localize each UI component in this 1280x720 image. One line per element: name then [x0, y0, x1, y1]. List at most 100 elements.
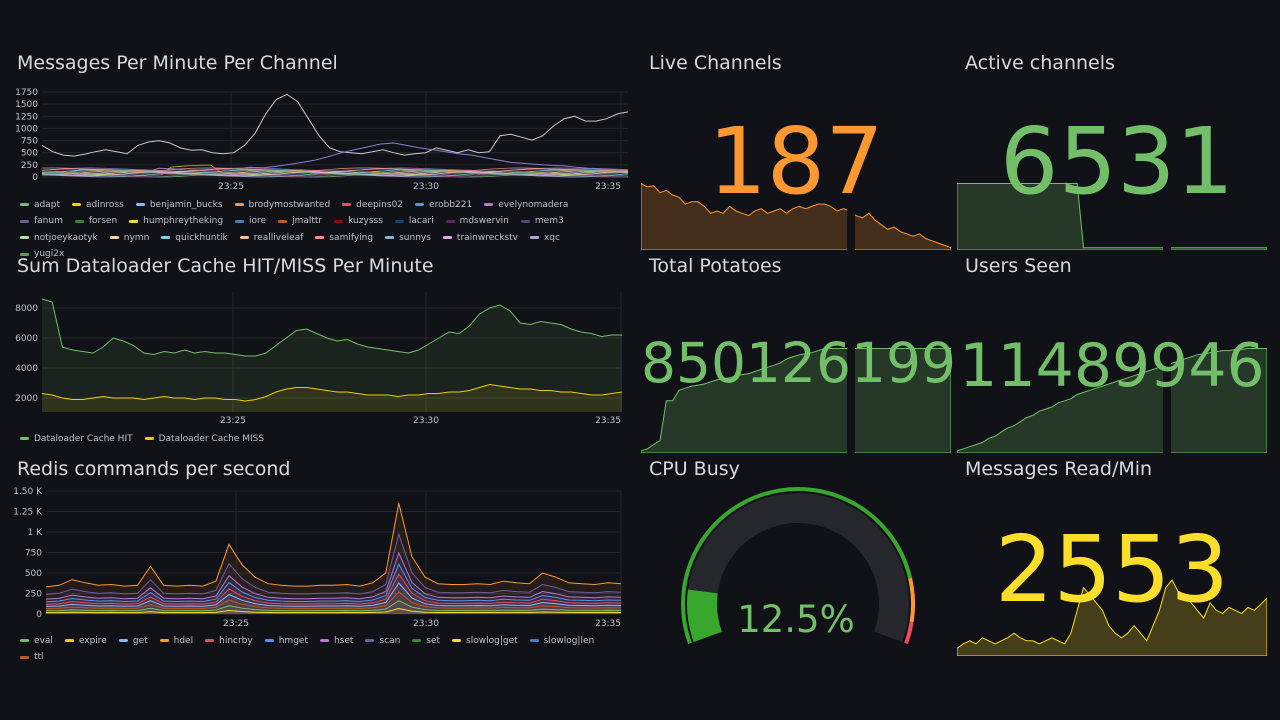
legend-item[interactable]: deepins02: [342, 197, 403, 213]
legend-item[interactable]: lacari: [394, 213, 434, 229]
series-line: [41, 93, 629, 157]
x-tick-label: 23:25: [220, 416, 246, 426]
legend-item[interactable]: iore: [235, 213, 266, 229]
messages-read-sparkline: [957, 579, 1267, 656]
legend-item[interactable]: benjamin_bucks: [135, 197, 223, 213]
legend-swatch: [118, 639, 128, 642]
legend-item[interactable]: slowlog|len: [529, 633, 594, 649]
legend-swatch: [144, 437, 154, 440]
legend-label: get: [132, 635, 148, 646]
series-line: [45, 591, 622, 610]
legend-item[interactable]: erobb221: [415, 197, 472, 213]
legend-item[interactable]: mdswervin: [445, 213, 509, 229]
total-potatoes-sparkline: [641, 343, 951, 453]
legend-label: sunnys: [399, 232, 431, 243]
legend-item[interactable]: Dataloader Cache HIT: [20, 431, 133, 447]
messages-read-value: 2553: [994, 516, 1230, 623]
legend-label: samifying: [329, 232, 374, 243]
active-channels-value: 6531: [999, 108, 1235, 215]
legend-item[interactable]: mem3: [520, 213, 564, 229]
y-tick-label: 1250: [15, 112, 38, 122]
messages-per-minute-chart[interactable]: 1750 1500 1250 1000 750 500 250 0 23:25 23:30 23:3…: [0, 85, 640, 245]
legend-item[interactable]: quickhuntik: [161, 230, 228, 246]
legend-swatch: [315, 236, 325, 239]
legend-item[interactable]: sunnys: [385, 230, 431, 246]
legend-swatch: [452, 639, 462, 642]
legend-item[interactable]: trainwreckstv: [442, 230, 518, 246]
legend-item[interactable]: xqc: [529, 230, 560, 246]
y-tick-label: 250: [25, 590, 42, 600]
sparkline-area: [957, 579, 1267, 656]
legend-item[interactable]: notjoeykaotyk: [20, 230, 98, 246]
cache-hit-miss-chart[interactable]: 8000 6000 4000 2000 23:25 23:30 23:35: [0, 288, 640, 438]
panel-title[interactable]: Messages Read/Min: [965, 458, 1153, 480]
panel-title[interactable]: Redis commands per second: [17, 458, 291, 480]
legend-label: hincrby: [219, 635, 253, 646]
redis-commands-chart[interactable]: 1.50 K 1.25 K 1 K 750 500 250 0 23:25 23:30 23:35: [0, 484, 640, 629]
legend-swatch: [135, 203, 145, 206]
chart-legend: adapt adinross benjamin_bucks brodymostwant…: [20, 196, 620, 262]
legend-item[interactable]: slowlog|get: [452, 633, 518, 649]
panel-title[interactable]: Sum Dataloader Cache HIT/MISS Per Minute: [17, 255, 434, 277]
legend-label: expire: [78, 635, 107, 646]
legend-item[interactable]: eval: [20, 633, 53, 649]
legend-item[interactable]: brodymostwanted: [234, 197, 330, 213]
y-tick-label: 1000: [15, 124, 38, 134]
cpu-busy-gauge: [681, 487, 915, 645]
total-potatoes-panel: Total Potatoes 850126199: [641, 243, 956, 453]
legend-item[interactable]: hmget: [264, 633, 308, 649]
x-tick-label: 23:25: [218, 182, 244, 192]
legend-item[interactable]: hset: [319, 633, 354, 649]
legend-item[interactable]: Dataloader Cache MISS: [144, 431, 264, 447]
y-tick-label: 1 K: [28, 528, 44, 538]
series-line: [41, 298, 622, 357]
panel-title[interactable]: Total Potatoes: [649, 255, 782, 277]
legend-label: notjoeykaotyk: [34, 232, 98, 243]
legend-swatch: [20, 639, 29, 642]
legend-item[interactable]: humphreytheking: [129, 213, 223, 229]
legend-item[interactable]: jmalttr: [278, 213, 322, 229]
legend-item[interactable]: set: [412, 633, 440, 649]
sparkline-area: [641, 182, 951, 250]
legend-item[interactable]: adapt: [20, 197, 60, 213]
users-seen-value: 11489946: [959, 331, 1265, 401]
legend-label: mem3: [534, 216, 564, 226]
series-line: [45, 503, 622, 588]
legend-item[interactable]: adinross: [72, 197, 124, 213]
legend-label: hset: [333, 635, 354, 646]
legend-item[interactable]: evelynomadera: [484, 197, 568, 213]
legend-item[interactable]: nymn: [109, 230, 149, 246]
legend-label: eval: [34, 635, 53, 646]
panel-title[interactable]: CPU Busy: [649, 458, 740, 480]
legend-item[interactable]: kuzysss: [334, 213, 383, 229]
legend-swatch: [129, 219, 139, 223]
panel-title[interactable]: Messages Per Minute Per Channel: [17, 52, 338, 74]
legend-item[interactable]: realliveleaf: [239, 230, 303, 246]
legend-label: humphreytheking: [143, 216, 224, 226]
legend-item[interactable]: forsen: [74, 213, 117, 229]
chart-legend: Dataloader Cache HIT Dataloader Cache MIS…: [20, 430, 620, 447]
legend-label: slowlog|get: [466, 635, 518, 646]
legend-item[interactable]: samifying: [315, 230, 373, 246]
y-tick-label: 4000: [15, 364, 38, 374]
panel-title[interactable]: Active channels: [965, 52, 1115, 74]
sparkline-area: [957, 348, 1267, 453]
legend-item[interactable]: ttl: [20, 649, 44, 665]
y-tick-label: 250: [21, 161, 38, 171]
sparkline-area: [957, 183, 1267, 250]
panel-title[interactable]: Users Seen: [965, 255, 1072, 277]
legend-swatch: [20, 203, 29, 206]
y-tick-label: 500: [25, 569, 42, 579]
series-area: [46, 553, 621, 614]
legend-swatch: [334, 219, 344, 223]
legend-item[interactable]: get: [118, 633, 148, 649]
series-line: [45, 551, 622, 600]
legend-label: jmalttr: [292, 216, 323, 226]
legend-item[interactable]: hdel: [159, 633, 193, 649]
legend-item[interactable]: yugi2x: [20, 246, 64, 262]
legend-item[interactable]: expire: [64, 633, 107, 649]
legend-item[interactable]: fanum: [20, 213, 63, 229]
legend-item[interactable]: scan: [365, 633, 400, 649]
panel-title[interactable]: Live Channels: [649, 52, 782, 74]
legend-item[interactable]: hincrby: [205, 633, 253, 649]
